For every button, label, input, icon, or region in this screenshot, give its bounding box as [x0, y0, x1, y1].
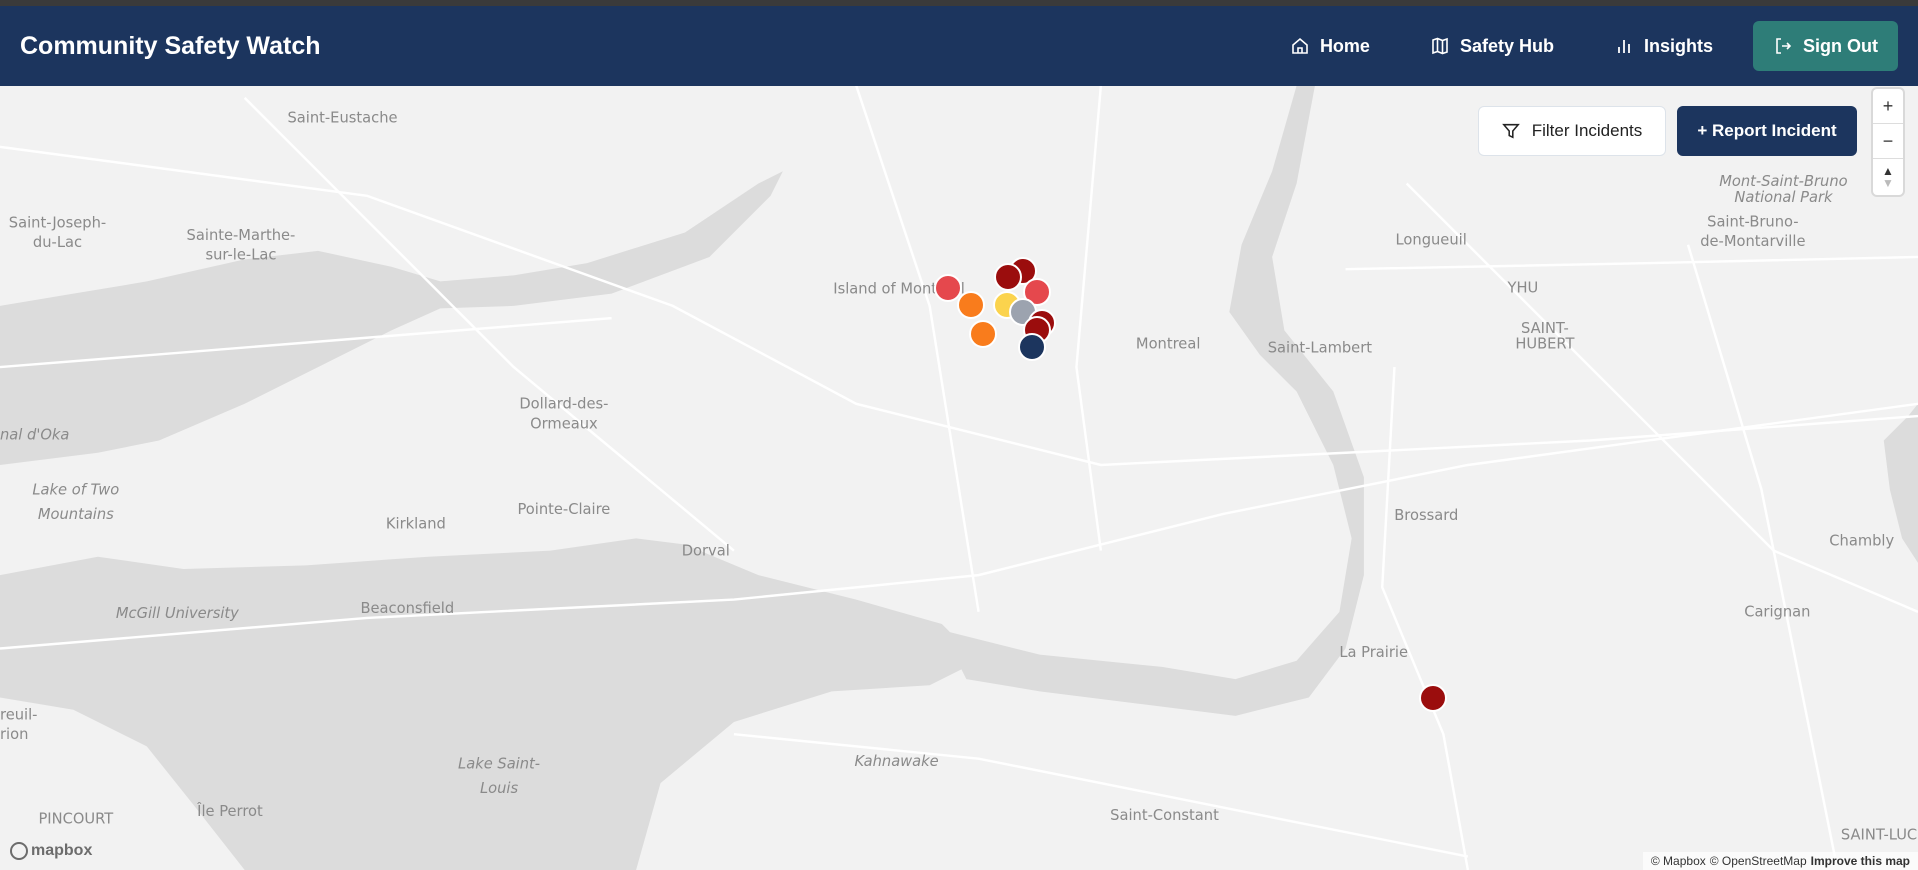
label-saint-hubert-2: HUBERT: [1515, 336, 1574, 353]
sign-out-icon: [1776, 38, 1792, 54]
label-pincourt: PINCOURT: [38, 810, 113, 827]
nav-safety-hub[interactable]: Safety Hub: [1400, 36, 1584, 57]
label-saint-bruno-2: de-Montarville: [1700, 233, 1805, 250]
improve-map-link[interactable]: Improve this map: [1810, 854, 1910, 868]
incident-marker[interactable]: [957, 291, 985, 319]
incident-marker[interactable]: [1419, 684, 1447, 712]
sign-out-label: Sign Out: [1803, 35, 1878, 56]
label-saint-lambert: Saint-Lambert: [1268, 339, 1373, 356]
filter-icon: [1501, 123, 1520, 139]
compass-icon: ▲: [1882, 163, 1894, 178]
label-dollard: Dollard-des-: [519, 396, 608, 413]
label-brossard: Brossard: [1394, 507, 1458, 524]
nav-insights-label: Insights: [1643, 35, 1713, 56]
label-la-prairie: La Prairie: [1339, 644, 1408, 661]
incident-marker[interactable]: [1023, 278, 1051, 306]
label-lake-saint-louis-2: Louis: [480, 780, 519, 797]
incident-marker[interactable]: [969, 320, 997, 348]
incident-marker[interactable]: [994, 263, 1022, 291]
label-island-of-montreal: Island of Montreal: [833, 281, 965, 298]
label-lake-saint-louis: Lake Saint-: [458, 755, 540, 772]
label-saint-joseph-2: du-Lac: [33, 234, 82, 251]
filter-label: Filter Incidents: [1531, 121, 1643, 140]
label-ile-perrot: Île Perrot: [196, 802, 263, 820]
bar-chart-icon: [1618, 40, 1630, 53]
label-oka: nal d'Oka: [0, 426, 69, 443]
label-yhu: YHU: [1507, 279, 1539, 296]
map-canvas[interactable]: Saint-Eustache Saint-Joseph- du-Lac Sain…: [0, 86, 1918, 870]
label-dorval: Dorval: [682, 543, 730, 560]
label-chambly: Chambly: [1829, 533, 1894, 550]
osm-attribution-link[interactable]: © OpenStreetMap: [1709, 854, 1807, 868]
label-saint-hubert: SAINT-: [1521, 320, 1569, 337]
label-kirkland: Kirkland: [386, 516, 446, 533]
incident-map[interactable]: Saint-Eustache Saint-Joseph- du-Lac Sain…: [0, 86, 1918, 870]
compass-button[interactable]: ▲ ▼: [1882, 163, 1894, 190]
main-nav: Home Safety Hub Insights Sign Out: [1260, 21, 1898, 71]
incident-marker[interactable]: [934, 274, 962, 302]
label-kahnawake: Kahnawake: [855, 753, 939, 770]
label-saint-eustache: Saint-Eustache: [287, 109, 397, 126]
app-header: Community Safety Watch Home Safety Hub I…: [0, 6, 1918, 86]
browser-strip: [0, 0, 1918, 6]
label-sainte-marthe-2: sur-le-Lac: [205, 246, 276, 263]
nav-insights[interactable]: Insights: [1584, 36, 1743, 57]
zoom-in-button[interactable]: +: [1873, 89, 1903, 124]
label-vaudreuil: reuil-: [0, 706, 37, 723]
label-mont-saint-bruno: Mont-Saint-Bruno: [1719, 173, 1847, 190]
map-icon: [1432, 37, 1448, 55]
label-mcgill: McGill University: [116, 605, 239, 622]
nav-home-label: Home: [1319, 35, 1370, 56]
mapbox-logo-icon: [10, 842, 28, 860]
mapbox-logo[interactable]: mapbox: [10, 842, 92, 860]
label-carignan: Carignan: [1744, 604, 1810, 621]
label-beaconsfield: Beaconsfield: [360, 600, 454, 617]
label-longueuil: Longueuil: [1396, 232, 1467, 249]
roads: [0, 86, 1918, 870]
filter-incidents-button[interactable]: Filter Incidents: [1478, 106, 1666, 156]
label-vaudreuil-2: rion: [0, 726, 28, 743]
zoom-out-button[interactable]: −: [1873, 124, 1903, 159]
label-mont-saint-bruno-2: National Park: [1734, 189, 1833, 206]
home-icon: [1292, 37, 1308, 54]
nav-safety-hub-label: Safety Hub: [1459, 35, 1554, 56]
incident-marker[interactable]: [1018, 333, 1046, 361]
label-saint-joseph: Saint-Joseph-: [9, 215, 106, 232]
mapbox-attribution-link[interactable]: © Mapbox: [1650, 854, 1706, 868]
report-incident-button[interactable]: + Report Incident: [1677, 106, 1857, 156]
nav-home[interactable]: Home: [1260, 36, 1400, 57]
label-lake-two-mountains-2: Mountains: [38, 506, 114, 523]
label-lake-two-mountains: Lake of Two: [32, 481, 119, 498]
label-saint-constant: Saint-Constant: [1110, 807, 1219, 824]
label-pointe-claire: Pointe-Claire: [517, 501, 610, 518]
water: [0, 86, 1918, 870]
label-dollard-2: Ormeaux: [530, 415, 598, 432]
label-montreal: Montreal: [1136, 336, 1200, 353]
zoom-controls: + − ▲ ▼: [1873, 89, 1903, 195]
app-title: Community Safety Watch: [20, 31, 321, 60]
map-attribution: © Mapbox © OpenStreetMap Improve this ma…: [1642, 852, 1918, 870]
label-saint-luc: SAINT-LUC: [1841, 826, 1917, 843]
label-sainte-marthe: Sainte-Marthe-: [187, 227, 296, 244]
label-saint-bruno: Saint-Bruno-: [1707, 213, 1798, 230]
sign-out-button[interactable]: Sign Out: [1753, 21, 1898, 71]
